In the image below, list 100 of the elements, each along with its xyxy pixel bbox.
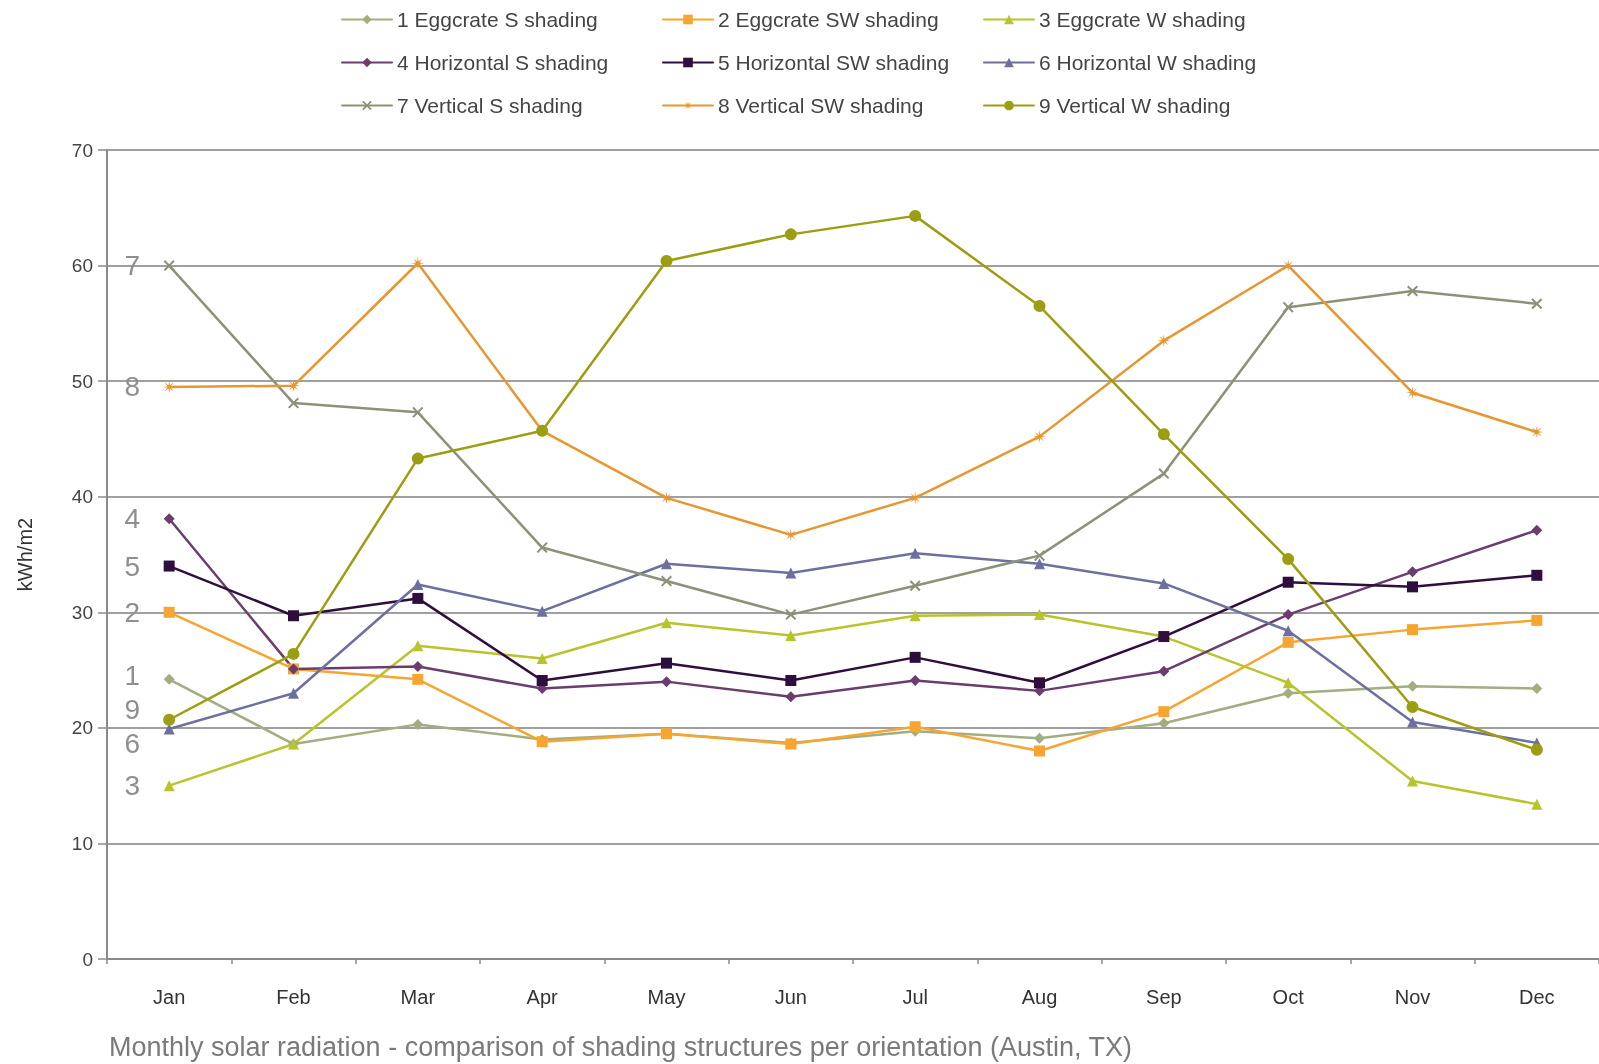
- point: [660, 491, 673, 505]
- point: [661, 657, 672, 669]
- point: [661, 558, 672, 570]
- y-tick-label: 40: [71, 486, 93, 508]
- legend-label: 2 Eggcrate SW shading: [718, 8, 939, 31]
- point: [1282, 301, 1294, 313]
- point: [163, 713, 176, 726]
- point: [1158, 717, 1170, 729]
- y-tick-label: 20: [71, 717, 93, 739]
- point: [1531, 298, 1543, 310]
- point: [1531, 524, 1543, 536]
- legend-label: 6 Horizontal W shading: [1039, 51, 1257, 74]
- point: [1407, 566, 1418, 578]
- x-tick-label: Jul: [902, 986, 928, 1008]
- point: [287, 647, 300, 660]
- point: [1406, 386, 1419, 400]
- point: [1282, 576, 1294, 588]
- annotation: 3: [124, 770, 140, 802]
- point: [909, 547, 921, 559]
- point: [1034, 609, 1045, 621]
- point: [909, 610, 921, 622]
- point: [1034, 558, 1045, 570]
- point: [1407, 581, 1418, 593]
- point: [287, 379, 300, 393]
- point: [1407, 716, 1418, 728]
- point: [412, 406, 424, 418]
- point: [784, 228, 797, 241]
- legend-label: 4 Horizontal S shading: [397, 51, 609, 74]
- point: [1034, 745, 1045, 757]
- point: [785, 629, 797, 641]
- y-tick-label: 60: [71, 255, 93, 277]
- x-tick-label: Jan: [153, 986, 186, 1008]
- x-tick-label: Oct: [1272, 986, 1305, 1008]
- point: [1282, 636, 1294, 648]
- point: [412, 592, 424, 604]
- point: [909, 674, 921, 686]
- annotation: 4: [124, 503, 140, 535]
- annotation: 9: [124, 693, 140, 725]
- point: [660, 254, 673, 267]
- point: [163, 780, 175, 792]
- point: [412, 718, 424, 730]
- point: [1530, 743, 1543, 756]
- point: [1282, 677, 1294, 689]
- point: [784, 528, 798, 542]
- point: [785, 567, 797, 579]
- point: [411, 256, 425, 270]
- point: [909, 651, 921, 663]
- point: [1158, 577, 1170, 589]
- point: [536, 542, 548, 554]
- point: [1531, 569, 1543, 581]
- point: [1407, 680, 1418, 692]
- point: [1282, 625, 1294, 637]
- point: [1407, 775, 1418, 787]
- point: [661, 617, 672, 629]
- annotation: 6: [124, 727, 140, 759]
- point: [1033, 300, 1046, 313]
- point: [536, 653, 548, 665]
- x-tick-label: Jun: [774, 986, 807, 1008]
- x-tick-label: May: [647, 986, 686, 1008]
- point: [785, 691, 797, 703]
- y-tick-label: 10: [71, 832, 93, 854]
- legend-label: 1 Eggcrate S shading: [397, 8, 598, 31]
- point: [1157, 334, 1171, 348]
- point: [785, 609, 797, 621]
- point: [163, 560, 175, 572]
- point: [661, 575, 672, 587]
- point: [1157, 428, 1170, 441]
- point: [288, 610, 299, 622]
- x-tick-label: Sep: [1146, 986, 1182, 1008]
- point: [412, 673, 424, 685]
- x-tick-label: Nov: [1394, 986, 1431, 1008]
- y-tick-label: 50: [71, 370, 93, 392]
- point: [412, 661, 424, 673]
- point: [1158, 468, 1170, 480]
- x-tick-label: Dec: [1519, 986, 1555, 1008]
- x-tick-label: Feb: [276, 986, 311, 1008]
- y-tick-label: 30: [71, 601, 93, 623]
- y-tick-label: 70: [71, 139, 93, 161]
- legend-label: 8 Vertical SW shading: [718, 94, 924, 117]
- legend-label: 7 Vertical S shading: [397, 94, 583, 117]
- y-tick-label: 0: [82, 948, 93, 970]
- point: [536, 674, 548, 686]
- point: [1158, 706, 1170, 718]
- point: [536, 605, 548, 617]
- point: [163, 673, 175, 685]
- point: [908, 491, 922, 505]
- point: [1531, 614, 1543, 626]
- point: [909, 721, 921, 733]
- point: [1282, 553, 1295, 566]
- annotation: 5: [124, 550, 140, 582]
- point: [163, 260, 175, 272]
- point: [1033, 430, 1046, 444]
- point: [1407, 624, 1418, 636]
- point: [1034, 732, 1045, 744]
- legend-label: 9 Vertical W shading: [1039, 94, 1231, 117]
- annotation: 1: [124, 659, 140, 691]
- x-tick-label: Apr: [526, 986, 559, 1008]
- point: [1531, 798, 1543, 810]
- point: [1158, 665, 1170, 677]
- legend-label: 3 Eggcrate W shading: [1039, 8, 1246, 31]
